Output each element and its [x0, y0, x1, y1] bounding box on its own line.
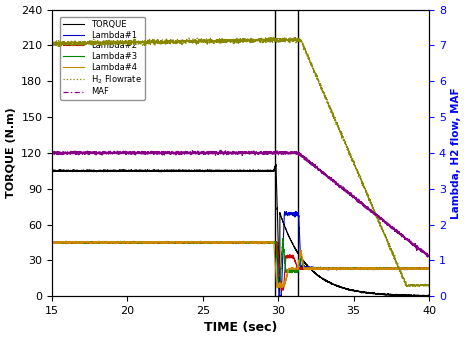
Lambda#3 — [276, 282, 281, 286]
Lambda#1 — [278, 294, 284, 298]
TORQUE — [193, 168, 199, 172]
TORQUE — [273, 162, 279, 166]
MAF — [50, 151, 55, 155]
Lambda#2 — [359, 267, 365, 271]
Lambda#4 — [118, 240, 123, 244]
Lambda#1 — [293, 209, 299, 214]
Lambda#4 — [331, 266, 336, 270]
Line: MAF: MAF — [52, 150, 429, 257]
H$_2$ Flowrate — [276, 38, 281, 42]
MAF — [331, 177, 336, 182]
Lambda#2 — [276, 251, 281, 255]
Lambda#3 — [193, 240, 199, 244]
H$_2$ Flowrate — [331, 112, 336, 116]
Lambda#2 — [331, 267, 336, 271]
Line: Lambda#2: Lambda#2 — [52, 241, 429, 290]
MAF — [426, 254, 432, 258]
Lambda#2 — [295, 265, 300, 269]
Lambda#3 — [359, 266, 365, 270]
TORQUE — [295, 250, 300, 254]
Line: Lambda#4: Lambda#4 — [52, 241, 429, 288]
TORQUE — [426, 294, 432, 298]
Lambda#4 — [50, 241, 55, 245]
Lambda#1 — [295, 211, 300, 215]
H$_2$ Flowrate — [295, 38, 300, 42]
TORQUE — [359, 290, 365, 294]
Lambda#1 — [359, 267, 365, 271]
Lambda#4 — [193, 240, 199, 244]
Line: H$_2$ Flowrate: H$_2$ Flowrate — [52, 37, 429, 287]
Lambda#3 — [426, 267, 432, 271]
Lambda#3 — [50, 240, 55, 244]
Lambda#4 — [359, 266, 365, 270]
Line: TORQUE: TORQUE — [52, 164, 429, 296]
Lambda#4 — [276, 285, 281, 289]
Lambda#3 — [295, 269, 300, 273]
Lambda#4 — [275, 286, 280, 290]
Lambda#3 — [331, 267, 336, 271]
TORQUE — [331, 282, 336, 286]
MAF — [193, 152, 199, 156]
Line: Lambda#1: Lambda#1 — [52, 211, 429, 296]
Y-axis label: TORQUE (N.m): TORQUE (N.m) — [6, 107, 15, 198]
Lambda#2 — [193, 240, 199, 244]
Lambda#4 — [259, 239, 265, 243]
Lambda#1 — [331, 266, 336, 270]
TORQUE — [50, 168, 55, 172]
Legend: TORQUE, Lambda#1, Lambda#2, Lambda#3, Lambda#4, H$_2$ Flowrate, MAF: TORQUE, Lambda#1, Lambda#2, Lambda#3, La… — [60, 17, 145, 100]
MAF — [359, 201, 365, 205]
Lambda#1 — [276, 275, 281, 279]
Lambda#3 — [118, 240, 123, 244]
MAF — [276, 149, 281, 153]
H$_2$ Flowrate — [50, 41, 55, 45]
Lambda#1 — [50, 240, 55, 244]
Lambda#4 — [426, 267, 432, 271]
H$_2$ Flowrate — [359, 181, 365, 185]
H$_2$ Flowrate — [410, 285, 416, 289]
Lambda#2 — [73, 239, 79, 243]
TORQUE — [419, 294, 425, 298]
TORQUE — [276, 244, 281, 248]
H$_2$ Flowrate — [266, 35, 272, 39]
Lambda#1 — [193, 240, 199, 244]
Lambda#3 — [276, 285, 282, 289]
Lambda#2 — [118, 240, 123, 244]
H$_2$ Flowrate — [193, 40, 199, 45]
Lambda#2 — [280, 288, 286, 292]
Line: Lambda#3: Lambda#3 — [52, 238, 429, 287]
Lambda#2 — [426, 266, 432, 270]
Lambda#1 — [426, 266, 432, 270]
MAF — [118, 150, 123, 154]
TORQUE — [118, 168, 123, 172]
Lambda#1 — [118, 239, 123, 243]
H$_2$ Flowrate — [426, 284, 432, 288]
X-axis label: TIME (sec): TIME (sec) — [204, 321, 277, 335]
Lambda#3 — [280, 236, 286, 240]
Lambda#2 — [50, 240, 55, 244]
MAF — [149, 148, 155, 152]
Y-axis label: Lambda, H2 flow, MAF: Lambda, H2 flow, MAF — [452, 87, 461, 219]
MAF — [425, 255, 430, 259]
Lambda#4 — [295, 267, 300, 271]
H$_2$ Flowrate — [118, 41, 123, 46]
MAF — [295, 151, 300, 155]
